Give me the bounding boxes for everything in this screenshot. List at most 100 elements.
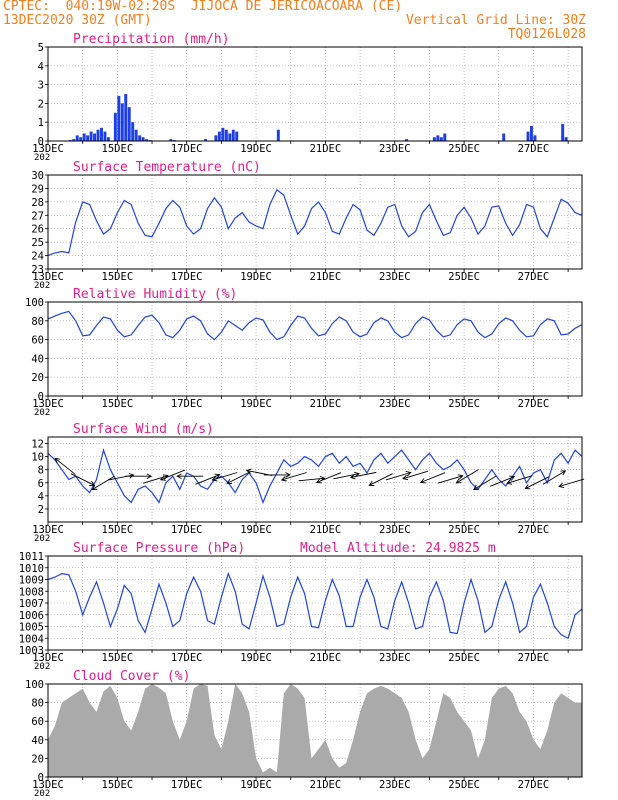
panel-title: Precipitation (mm/h) [73,32,230,47]
panel-3 [45,436,585,525]
wind-arrow [385,472,411,481]
wind-arrow-head [146,473,153,480]
wind-arrow [490,476,515,487]
precip-bar [79,137,83,141]
x-tick-label: 19DEC [240,398,272,410]
x-tick-label: 13DEC [32,779,64,791]
y-tick-label: 0 [38,391,44,403]
y-tick-label: 28 [31,197,44,209]
x-tick-label: 27DEC [518,271,550,283]
y-tick-label: 80 [31,316,44,328]
y-tick-label: 2 [38,98,44,110]
x-tick-label: 15DEC [102,271,134,283]
precip-bar [82,133,86,141]
x-tick-label: 13DEC [32,524,64,536]
x-tick-label: 17DEC [171,398,203,410]
precip-bar [141,137,145,141]
y-tick-label: 1005 [19,622,44,634]
y-tick-label: 40 [31,353,44,365]
precip-bar [235,131,239,141]
x-year-label: 202 [34,662,50,672]
x-tick-label: 23DEC [379,524,411,536]
y-tick-label: 10 [31,452,44,464]
x-tick-label: 15DEC [102,524,134,536]
x-tick-label: 21DEC [310,779,342,791]
y-tick-label: 3 [38,80,44,92]
precip-bar [432,137,436,141]
wind-arrow [420,472,446,483]
y-tick-label: 30 [31,170,44,182]
wind-arrow-head [211,476,218,482]
wind-arrow [350,471,377,478]
panel-4 [45,555,583,653]
x-year-label: 202 [34,534,50,544]
precip-bar [103,131,107,141]
wind-arrow [525,476,549,489]
x-tick-label: 23DEC [379,652,411,664]
x-tick-label: 21DEC [310,271,342,283]
x-tick-label: 25DEC [448,271,480,283]
wind-arrow [142,475,169,484]
wind-arrow [456,469,479,484]
precip-bar [502,133,506,141]
x-tick-label: 25DEC [448,143,480,155]
wind-arrow-head [558,482,565,488]
y-tick-label: 1 [38,117,44,129]
precip-bar [214,135,218,141]
precip-bar [443,133,447,141]
wind-arrow [316,472,342,483]
precip-bar [117,95,121,141]
series-line [47,571,583,640]
x-tick-label: 27DEC [518,143,550,155]
wind-arrow [54,457,76,475]
wind-arrow [70,473,95,486]
panel-title: Cloud Cover (%) [73,669,190,684]
precip-bar [138,135,142,141]
precip-bar [145,139,149,141]
x-year-label: 202 [34,789,50,799]
wind-arrow-head [402,474,409,481]
precip-bar [526,131,530,141]
wind-arrow-head [214,473,221,479]
y-tick-label: 1006 [19,610,44,622]
y-tick-label: 1003 [19,645,44,657]
precip-bar [86,135,90,141]
wind-arrow [473,475,497,490]
precip-bar [96,129,100,141]
x-tick-label: 21DEC [310,652,342,664]
y-tick-label: 80 [31,698,44,710]
wind-arrow [507,475,533,484]
y-tick-label: 4 [38,61,44,73]
panel-title: Surface Pressure (hPa) [73,541,245,556]
panel-5 [45,683,583,780]
x-tick-label: 13DEC [32,271,64,283]
y-tick-label: 27 [31,210,44,222]
y-tick-label: 100 [25,297,44,309]
y-tick-label: 20 [31,753,44,765]
x-year-label: 202 [34,408,50,418]
header-run-date: 13DEC2020 30Z (GMT) [3,13,152,28]
x-tick-label: 13DEC [32,652,64,664]
precip-bar [561,124,565,141]
precip-bar [75,135,79,141]
precip-bar [439,137,443,141]
precip-bar [564,137,568,141]
x-tick-label: 25DEC [448,652,480,664]
y-tick-label: 24 [31,251,44,263]
y-tick-label: 8 [38,465,44,477]
wind-arrow [212,472,238,481]
precip-bar [224,129,228,141]
x-tick-label: 19DEC [240,779,272,791]
wind-arrow-head [368,480,375,486]
wind-arrow-head [280,476,287,482]
cloud-area [48,684,582,777]
y-tick-label: 1008 [19,586,44,598]
x-tick-label: 21DEC [310,524,342,536]
x-tick-label: 19DEC [240,143,272,155]
header-line1: CPTEC: 040:19W-02:20S JIJOCA DE JERICOAC… [3,0,403,14]
y-tick-label: 4 [38,491,44,503]
header-grid-line-note: Vertical Grid Line: 30Z [405,13,586,28]
wind-arrow [559,478,585,487]
x-tick-label: 25DEC [448,779,480,791]
wind-arrow-head [226,478,233,484]
